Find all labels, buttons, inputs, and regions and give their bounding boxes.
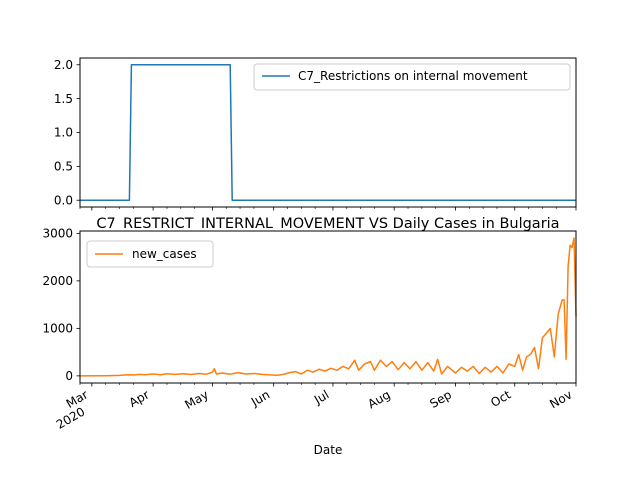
bottom-y-ticks: 0 1000 2000 3000 <box>42 227 80 383</box>
top-y-tick-label: 1.5 <box>54 92 73 106</box>
bottom-series-line-0 <box>79 237 577 377</box>
top-y-tick-label: 0.0 <box>54 193 73 207</box>
bottom-y-tick-label: 2000 <box>42 274 73 288</box>
top-y-ticks: 0.0 0.5 1.0 1.5 2.0 <box>54 58 80 207</box>
bottom-y-tick-label: 3000 <box>42 227 73 241</box>
bottom-plot-frame <box>79 230 577 384</box>
bottom-y-tick-label: 1000 <box>42 322 73 336</box>
top-legend: C7_Restrictions on internal movement <box>253 63 571 91</box>
top-y-tick-label: 2.0 <box>54 58 73 72</box>
bottom-chart-title: C7_RESTRICT_INTERNAL_MOVEMENT VS Daily C… <box>96 216 559 232</box>
top-y-tick-label: 1.0 <box>54 126 73 140</box>
bottom-y-tick-label: 0 <box>65 369 73 383</box>
bottom-legend-label: new_cases <box>132 247 197 261</box>
bottom-legend: new_cases <box>86 240 214 268</box>
top-legend-box <box>253 63 571 91</box>
x-axis-label: Date <box>314 443 343 457</box>
bottom-legend-box <box>86 240 214 268</box>
top-subplot: 0.0 0.5 1.0 1.5 2.0 C7_Restrictions on inter… <box>54 57 577 211</box>
bottom-series-lines <box>79 237 577 377</box>
top-series-line-0 <box>80 64 576 201</box>
top-x-ticks <box>79 207 577 211</box>
top-series-lines <box>80 64 576 201</box>
top-legend-label: C7_Restrictions on internal movement <box>298 69 528 83</box>
x-tick-label: Jul <box>311 387 331 407</box>
top-y-tick-label: 0.5 <box>54 160 73 174</box>
